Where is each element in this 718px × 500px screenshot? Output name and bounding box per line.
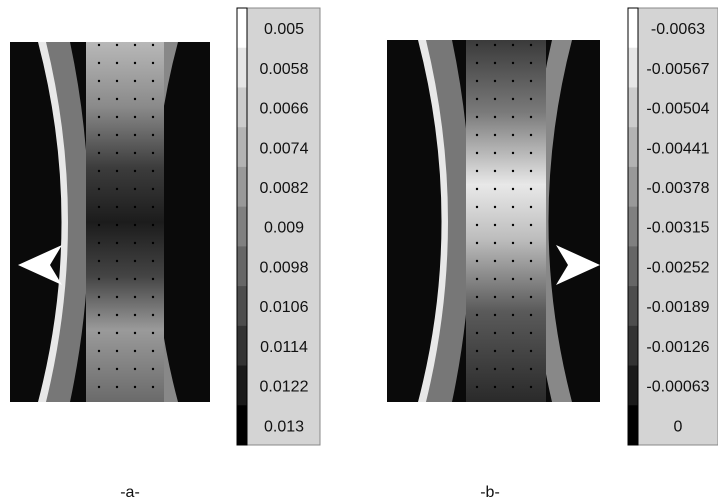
scale-label: 0.0114 <box>260 339 308 356</box>
scale-swatch <box>237 127 247 168</box>
scale-outline <box>236 7 248 446</box>
scale-swatch <box>237 206 247 247</box>
scale-outline <box>627 7 639 446</box>
scale-label: 0.0058 <box>260 61 309 78</box>
scale-label: -0.00252 <box>646 259 709 276</box>
scale-label: 0.0106 <box>260 299 309 316</box>
scale-label: -0.00567 <box>646 61 709 78</box>
scale-label: 0.0074 <box>260 140 309 157</box>
scale-swatch <box>237 47 247 88</box>
scale-swatch <box>628 87 638 128</box>
scale-swatch <box>628 127 638 168</box>
scale-label: 0.0082 <box>260 180 309 197</box>
scale-swatch <box>237 8 247 49</box>
scale-swatch <box>628 325 638 367</box>
scale-swatch <box>237 325 247 367</box>
specimen-b <box>387 40 600 402</box>
scale-label: 0 <box>674 418 683 435</box>
scale-swatch <box>237 246 247 287</box>
scale-label: -0.00378 <box>646 180 709 197</box>
caption: -a- <box>120 484 140 500</box>
scale-swatch <box>237 166 247 208</box>
scale-label: 0.005 <box>264 21 304 38</box>
scale-label: 0.009 <box>264 220 304 237</box>
scale-swatch <box>237 365 247 406</box>
scale-swatch <box>628 166 638 208</box>
scale-swatch <box>628 405 638 446</box>
scale-swatch <box>628 286 638 327</box>
scale-swatch <box>237 405 247 446</box>
scale-label: -0.00441 <box>646 140 709 157</box>
scale-label: 0.0122 <box>260 379 309 396</box>
scale-label: 0.013 <box>264 418 304 435</box>
scale-label: -0.00504 <box>646 101 709 118</box>
scale-label: -0.00189 <box>646 299 709 316</box>
scale-bar: -0.0063 -0.00567 -0.00504 -0.00441 -0.00378 -… <box>627 7 718 446</box>
scale-swatch <box>237 286 247 327</box>
scale-label: 0.0098 <box>260 259 309 276</box>
scale-swatch <box>628 8 638 49</box>
scale-swatch <box>628 47 638 88</box>
scale-label: 0.0066 <box>260 101 309 118</box>
scale-swatch <box>628 365 638 406</box>
scale-label: -0.00063 <box>646 379 709 396</box>
scale-swatch <box>237 87 247 128</box>
specimen-a <box>10 42 210 402</box>
caption: -b- <box>480 484 500 500</box>
scale-swatch <box>628 206 638 247</box>
scale-label: -0.00126 <box>646 339 709 356</box>
scale-swatch <box>628 246 638 287</box>
scale-label: -0.0063 <box>651 21 705 38</box>
scale-bar: 0.005 0.0058 0.0066 0.0074 0.0082 0.009 0.0098… <box>236 7 321 446</box>
scale-label: -0.00315 <box>646 220 709 237</box>
